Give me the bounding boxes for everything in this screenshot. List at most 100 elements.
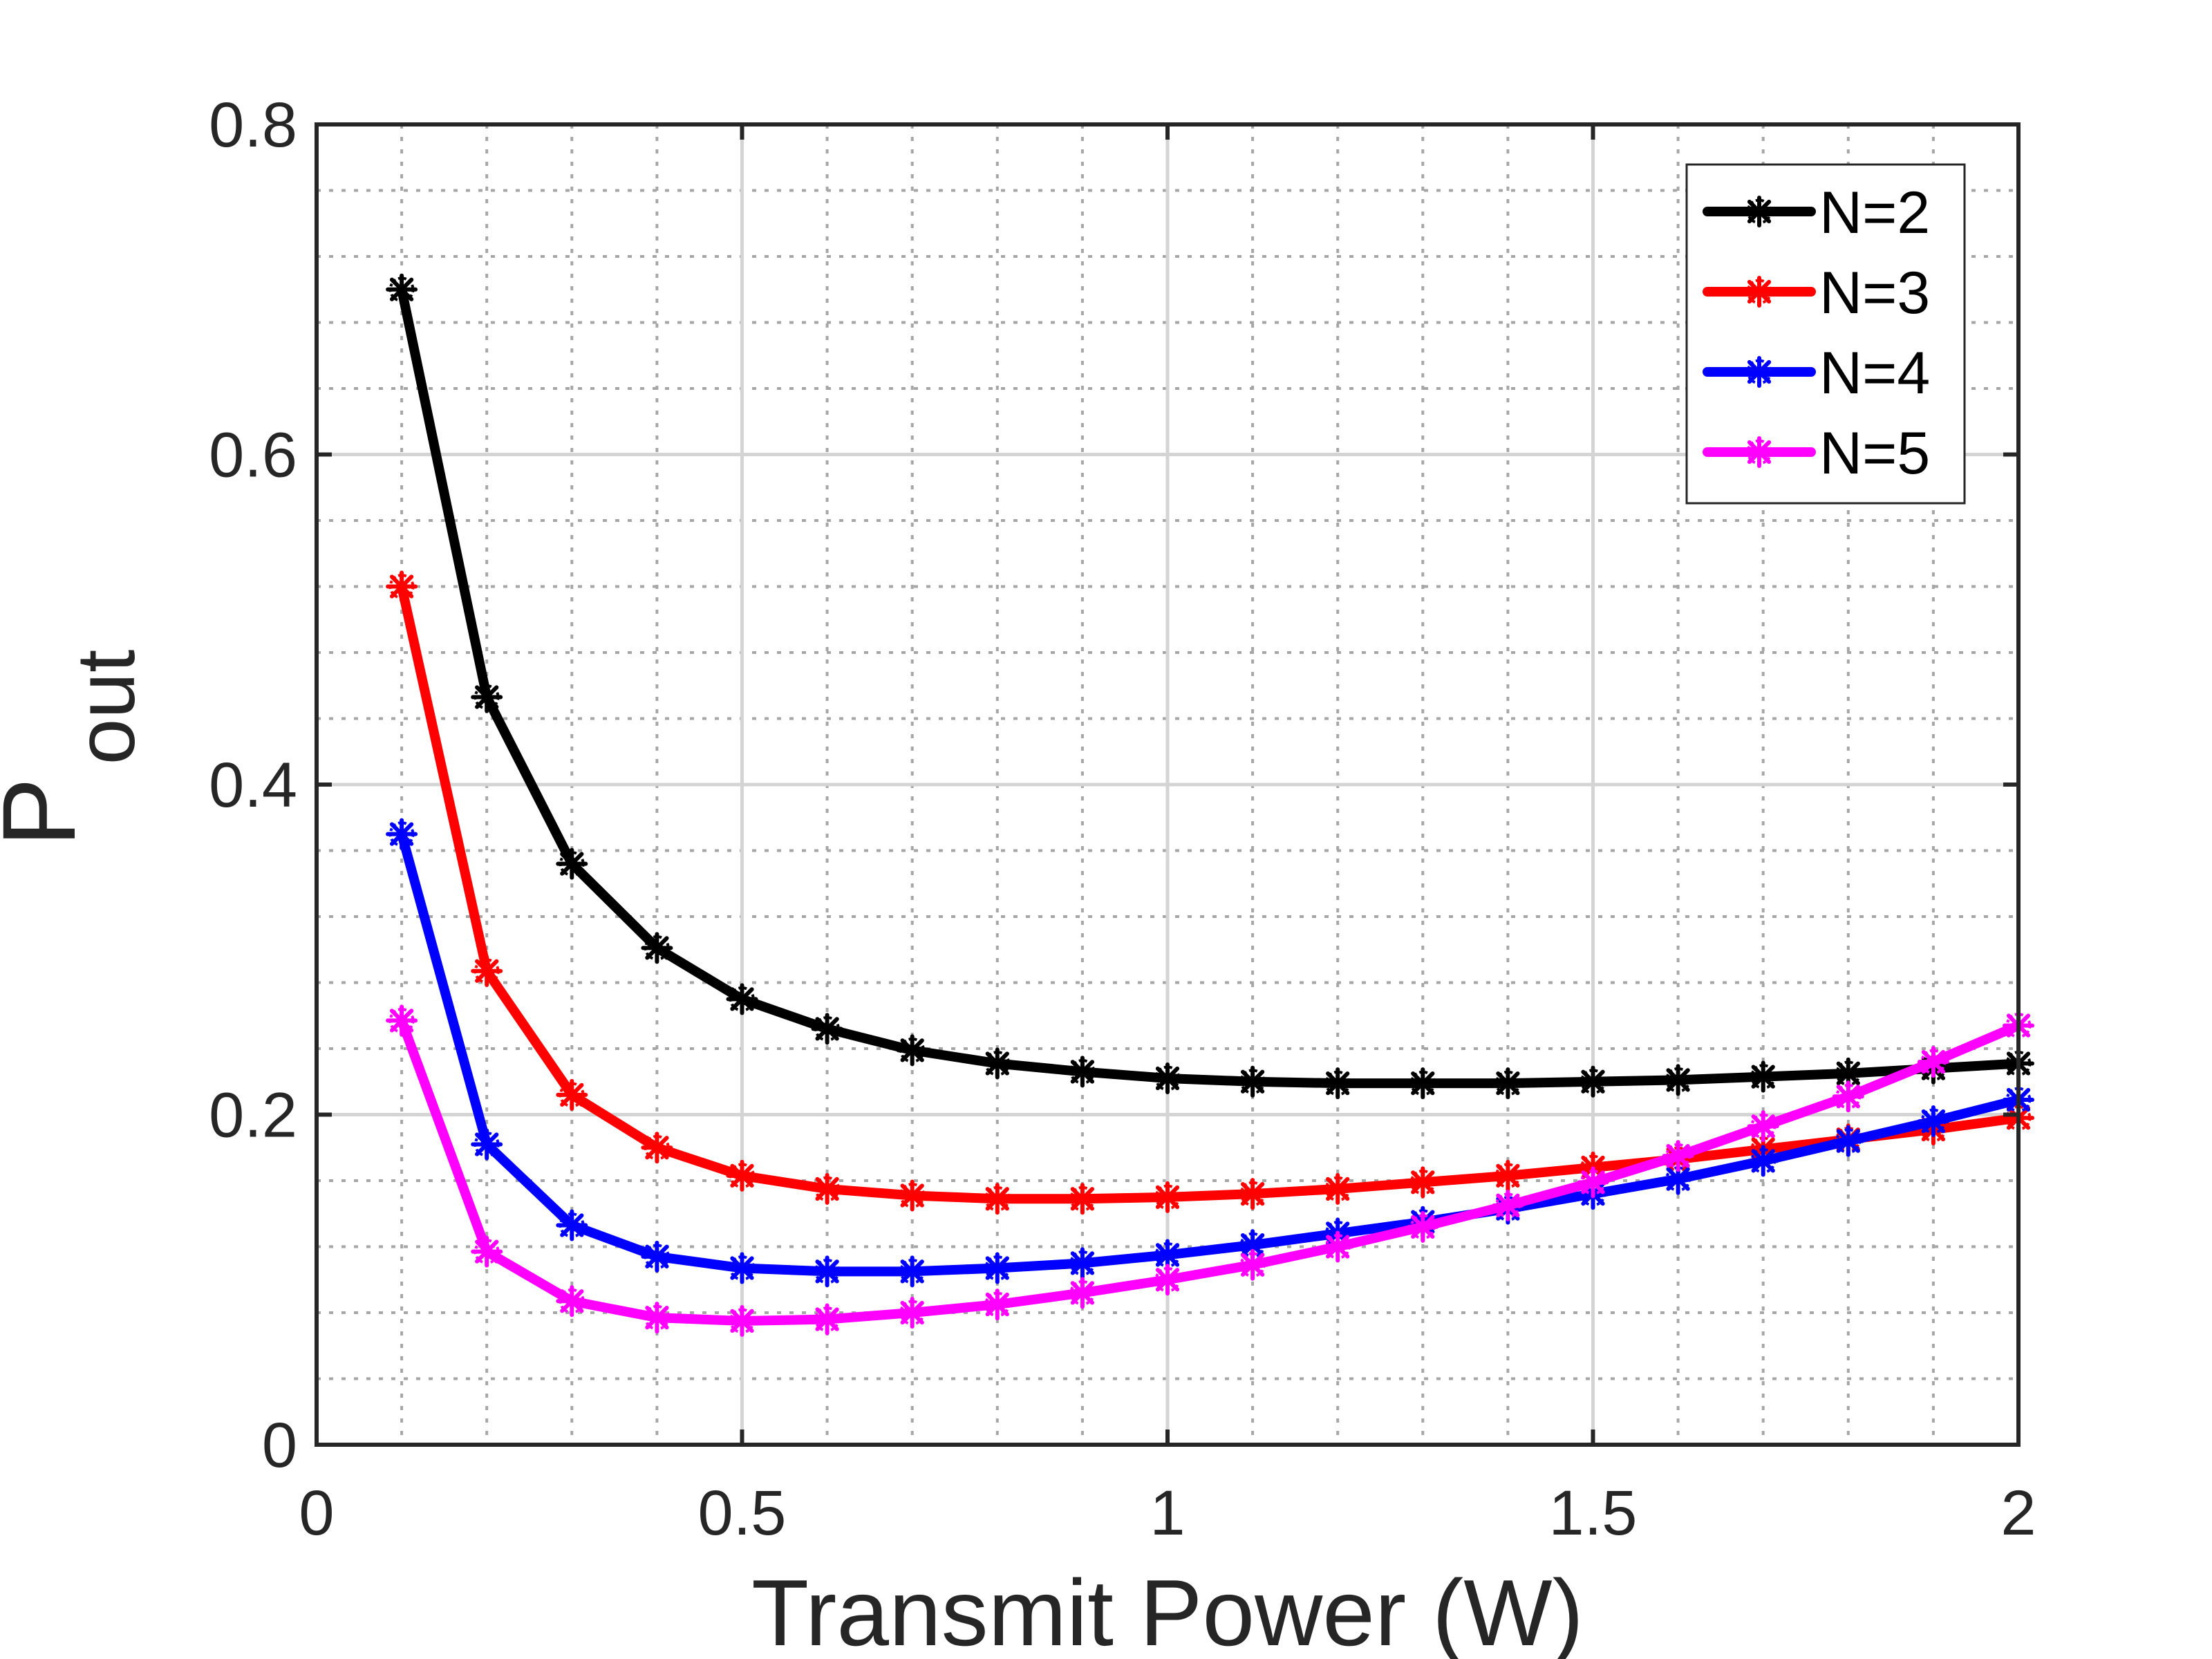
- data-point-n-5: [1832, 1080, 1864, 1113]
- marker-ring: [1409, 1070, 1436, 1096]
- marker-ring: [1750, 1147, 1777, 1174]
- data-point-n-2: [811, 1013, 843, 1045]
- data-point-n-5: [1152, 1264, 1183, 1296]
- marker-ring: [984, 1051, 1011, 1076]
- marker-ring: [474, 958, 500, 984]
- marker-ring: [644, 1244, 670, 1270]
- data-point-n-5: [1322, 1230, 1354, 1263]
- marker-ring: [644, 1304, 670, 1331]
- data-point-n-3: [471, 955, 503, 987]
- marker-ring: [1750, 1064, 1777, 1089]
- marker-ring: [644, 1134, 670, 1161]
- data-point-n-3: [556, 1078, 588, 1111]
- data-point-n-3: [1492, 1159, 1524, 1192]
- marker-ring: [1069, 1059, 1096, 1085]
- marker-ring: [1665, 1143, 1691, 1169]
- marker-ring: [1746, 439, 1772, 465]
- marker-ring: [1750, 1113, 1777, 1139]
- marker-ring: [1746, 279, 1772, 305]
- data-point-n-5: [1662, 1140, 1694, 1172]
- marker-ring: [1154, 1266, 1181, 1293]
- marker-ring: [1665, 1166, 1691, 1192]
- x-axis-label: Transmit Power (W): [751, 1560, 1584, 1659]
- data-point-n-5: [1237, 1248, 1269, 1281]
- legend-swatch-marker: [1743, 436, 1775, 468]
- data-point-n-4: [1917, 1105, 1949, 1138]
- data-point-n-5: [1917, 1046, 1949, 1078]
- data-point-n-3: [386, 570, 418, 603]
- marker-ring: [559, 1082, 585, 1108]
- data-point-n-2: [1492, 1067, 1524, 1100]
- marker-ring: [1239, 1252, 1266, 1278]
- marker-ring: [1665, 1067, 1691, 1093]
- y-tick-label: 0: [262, 1410, 297, 1481]
- marker-ring: [1835, 1083, 1862, 1109]
- data-point-n-4: [1832, 1125, 1864, 1157]
- data-point-n-2: [556, 847, 588, 880]
- data-point-n-4: [1662, 1163, 1694, 1195]
- marker-ring: [388, 574, 415, 599]
- marker-ring: [1746, 198, 1772, 225]
- marker-ring: [1069, 1280, 1096, 1306]
- marker-ring: [729, 1163, 755, 1189]
- marker-ring: [559, 1288, 585, 1314]
- data-point-n-3: [726, 1159, 758, 1192]
- marker-ring: [814, 1306, 840, 1332]
- y-axis-label: P out: [0, 650, 152, 847]
- data-point-n-4: [811, 1255, 843, 1288]
- data-point-n-5: [471, 1235, 503, 1268]
- y-tick-label: 0.4: [209, 750, 297, 821]
- y-axis-label-subscript: out: [59, 650, 152, 765]
- marker-ring: [644, 935, 670, 961]
- marker-ring: [1324, 1234, 1351, 1259]
- data-point-n-3: [981, 1183, 1013, 1215]
- data-point-n-2: [726, 983, 758, 1015]
- marker-ring: [814, 1015, 840, 1042]
- marker-ring: [729, 1255, 755, 1281]
- data-point-n-5: [1492, 1189, 1524, 1221]
- marker-ring: [1580, 1069, 1606, 1095]
- marker-ring: [984, 1291, 1011, 1318]
- data-point-n-5: [896, 1297, 928, 1329]
- x-tick-label: 1.5: [1549, 1478, 1638, 1548]
- legend-box: [1685, 163, 1966, 505]
- legend-label: N=5: [1819, 420, 1930, 487]
- legend-item-n-4: N=4: [1703, 340, 1930, 406]
- data-point-n-2: [1322, 1067, 1354, 1100]
- marker-ring: [1920, 1116, 1947, 1143]
- legend-swatch-marker: [1743, 276, 1775, 308]
- data-point-n-2: [641, 932, 673, 964]
- data-point-n-3: [1322, 1172, 1354, 1205]
- marker-ring: [899, 1183, 926, 1208]
- marker-ring: [1239, 1181, 1266, 1207]
- data-point-n-3: [896, 1179, 928, 1212]
- series-n-5: [386, 1004, 2034, 1337]
- marker-ring: [1495, 1163, 1521, 1189]
- data-point-n-3: [641, 1132, 673, 1164]
- data-point-n-5: [811, 1303, 843, 1335]
- marker-ring: [474, 1239, 500, 1265]
- marker-ring: [388, 276, 415, 303]
- data-point-n-4: [726, 1252, 758, 1284]
- data-point-n-4: [981, 1252, 1013, 1284]
- marker-ring: [388, 821, 415, 847]
- y-tick-label: 0.8: [209, 90, 297, 160]
- data-point-n-2: [386, 273, 418, 306]
- marker-ring: [1324, 1176, 1351, 1202]
- data-point-n-2: [981, 1047, 1013, 1080]
- legend-swatch-marker: [1743, 196, 1775, 227]
- data-point-n-5: [981, 1288, 1013, 1321]
- data-point-n-2: [1152, 1062, 1183, 1094]
- marker-ring: [388, 1008, 415, 1033]
- marker-ring: [1154, 1184, 1181, 1210]
- grid: [317, 124, 2018, 1445]
- data-point-n-4: [556, 1209, 588, 1241]
- legend-item-n-2: N=2: [1703, 180, 1930, 246]
- marker-ring: [729, 986, 755, 1012]
- data-point-n-3: [1066, 1183, 1098, 1215]
- marker-ring: [1580, 1169, 1606, 1195]
- marker-ring: [1069, 1185, 1096, 1212]
- y-axis-label-main: P: [0, 778, 97, 847]
- x-tick-label: 2: [2000, 1478, 2036, 1548]
